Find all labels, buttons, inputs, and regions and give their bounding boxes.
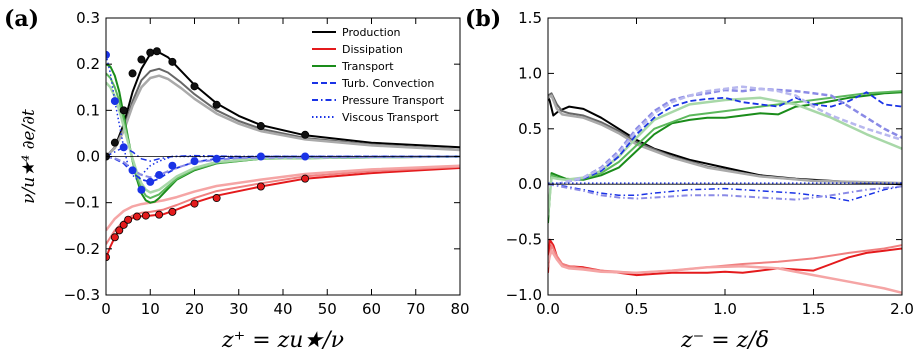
series-line-5	[548, 96, 902, 216]
x-tick-label: 60	[362, 300, 381, 318]
legend-label: Viscous Transport	[342, 111, 439, 124]
chart-panel-b: 0.0 0.5 1.0 1.5 2.0 −1.0 −0.5 0.0 0.5 1.0 1.5 (b) z⁻…	[465, 6, 914, 353]
data-point-0-10	[256, 122, 265, 131]
series-line-9	[106, 155, 460, 183]
series-line-2	[548, 94, 902, 185]
x-tick-label: 70	[406, 300, 425, 318]
x-tick-label: 40	[273, 300, 292, 318]
data-point-2-9	[212, 154, 221, 163]
x-axis-label: z⁻ = z/δ	[680, 328, 769, 353]
y-tick-label: 0.5	[518, 120, 542, 138]
x-tick-label: 1.0	[713, 300, 737, 318]
x-tick-label: 0.5	[625, 300, 649, 318]
series-line-6	[548, 91, 902, 186]
data-point-2-6	[155, 170, 164, 179]
series-line-2	[106, 74, 460, 158]
legend-label: Dissipation	[342, 43, 403, 56]
x-axis-label: z⁺ = zu★/ν	[221, 328, 344, 353]
y-tick-label: −0.2	[64, 240, 100, 258]
y-axis-label: ν/u★⁴ ∂e/∂t	[19, 109, 39, 204]
data-point-2-8	[190, 157, 199, 166]
x-tick-label: 80	[450, 300, 469, 318]
data-point-2-4	[137, 185, 146, 194]
y-tick-label: 0.0	[76, 148, 100, 166]
y-tick-label: −1.0	[506, 286, 542, 304]
data-point-1-8	[168, 207, 177, 216]
x-tick-label: 0	[101, 300, 111, 318]
data-point-2-1	[110, 97, 119, 106]
chart-panel-a: 0 10 20 30 40 50 60 70 80 −0.3 −0.2 −0.1 0.0 0.1 0.2 0.…	[4, 6, 470, 353]
data-point-1-2	[115, 226, 124, 235]
x-tick-label: 20	[185, 300, 204, 318]
series-line-14	[548, 249, 902, 295]
data-point-0-11	[301, 130, 310, 139]
data-point-1-12	[301, 174, 310, 183]
legend-label: Transport	[341, 60, 394, 73]
series-line-12	[106, 155, 460, 179]
y-tick-label: 0.1	[76, 101, 100, 119]
y-tick-label: −0.1	[64, 194, 100, 212]
data-point-1-11	[256, 182, 265, 191]
plot-area	[106, 47, 460, 262]
series-line-13	[548, 244, 902, 274]
series-line-5	[106, 164, 460, 232]
y-tick-label: 1.0	[518, 64, 542, 82]
data-point-1-4	[124, 215, 133, 224]
x-tick-label: 50	[318, 300, 337, 318]
series-line-10	[548, 183, 902, 201]
data-point-0-7	[168, 57, 177, 66]
series-line-9	[548, 183, 902, 202]
data-point-2-5	[146, 177, 155, 186]
panel-label: (a)	[4, 6, 39, 32]
y-tick-label: −0.3	[64, 286, 100, 304]
data-point-0-3	[128, 69, 137, 78]
x-tick-label: 30	[229, 300, 248, 318]
data-point-2-3	[128, 166, 137, 175]
data-point-1-5	[132, 212, 141, 221]
data-point-1-10	[212, 194, 221, 203]
data-point-2-7	[168, 161, 177, 170]
data-point-0-2	[119, 106, 128, 115]
legend-label: Production	[342, 26, 401, 39]
legend-label: Pressure Transport	[342, 94, 445, 107]
y-tick-label: −0.5	[506, 231, 542, 249]
series-line-4	[548, 90, 902, 218]
data-point-1-6	[141, 211, 150, 220]
data-point-1-3	[119, 220, 128, 229]
x-tick-label: 10	[141, 300, 160, 318]
data-point-1-7	[155, 210, 164, 219]
data-point-1-1	[110, 233, 119, 242]
data-point-0-5	[146, 48, 155, 57]
data-point-0-1	[110, 138, 119, 147]
data-point-2-10	[256, 152, 265, 161]
plot-area	[548, 85, 902, 295]
y-tick-label: 1.5	[518, 9, 542, 27]
series-line-8	[548, 85, 902, 186]
data-point-2-2	[119, 143, 128, 152]
data-point-0-8	[190, 82, 199, 91]
data-point-0-6	[152, 47, 161, 56]
y-tick-label: 0.2	[76, 55, 100, 73]
data-point-0-9	[212, 100, 221, 109]
y-tick-label: 0.0	[518, 175, 542, 193]
data-point-2-11	[301, 152, 310, 161]
data-point-1-9	[190, 199, 199, 208]
x-tick-label: 1.5	[802, 300, 826, 318]
legend-label: Turb. Convection	[341, 77, 434, 90]
panel-label: (b)	[465, 6, 501, 32]
x-tick-label: 2.0	[890, 300, 914, 318]
data-point-0-4	[137, 55, 146, 64]
x-tick-label: 0.0	[536, 300, 560, 318]
y-tick-label: 0.3	[76, 9, 100, 27]
